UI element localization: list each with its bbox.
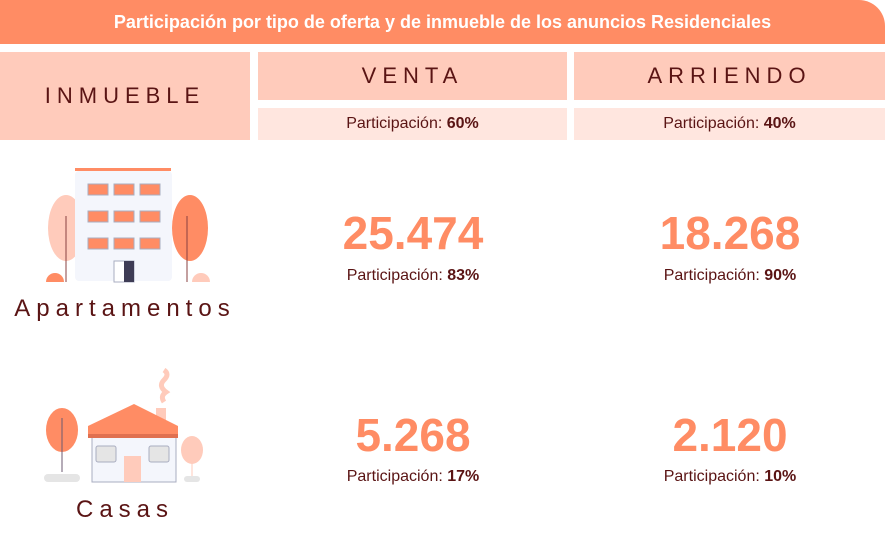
share-label: Participación: <box>346 468 443 485</box>
house-icon <box>44 368 203 483</box>
row-label-apartamentos: Apartamentos <box>14 295 236 322</box>
apartamentos-venta-share: Participación: 83% <box>258 267 568 285</box>
arriendo-share: Participación: 40% <box>574 108 885 140</box>
share-label: Participación: <box>346 115 443 132</box>
share-value: 90% <box>764 267 797 284</box>
column-header-venta: VENTA <box>258 52 567 100</box>
apartamentos-venta-value: 25.474 <box>342 207 484 259</box>
row-label-casas: Casas <box>75 496 175 523</box>
share-value: 60% <box>446 115 479 132</box>
apartment-building-icon <box>46 168 210 283</box>
share-value: 10% <box>764 468 797 485</box>
share-label: Participación: <box>663 115 760 132</box>
casas-venta-value: 5.268 <box>355 409 471 461</box>
casas-venta-share: Participación: 17% <box>258 468 568 486</box>
share-value: 40% <box>763 115 796 132</box>
share-label: Participación: <box>663 468 760 485</box>
apartamentos-arriendo-value: 18.268 <box>659 207 801 259</box>
share-value: 83% <box>447 267 480 284</box>
casas-arriendo-share: Participación: 10% <box>575 468 885 486</box>
casas-arriendo-value: 2.120 <box>672 409 788 461</box>
share-label: Participación: <box>346 267 443 284</box>
column-header-arriendo: ARRIENDO <box>574 52 885 100</box>
share-value: 17% <box>447 468 480 485</box>
page-title: Participación por tipo de oferta y de in… <box>0 0 885 44</box>
column-header-inmueble: INMUEBLE <box>0 52 250 140</box>
apartamentos-arriendo-share: Participación: 90% <box>575 267 885 285</box>
venta-share: Participación: 60% <box>258 108 567 140</box>
share-label: Participación: <box>663 267 760 284</box>
